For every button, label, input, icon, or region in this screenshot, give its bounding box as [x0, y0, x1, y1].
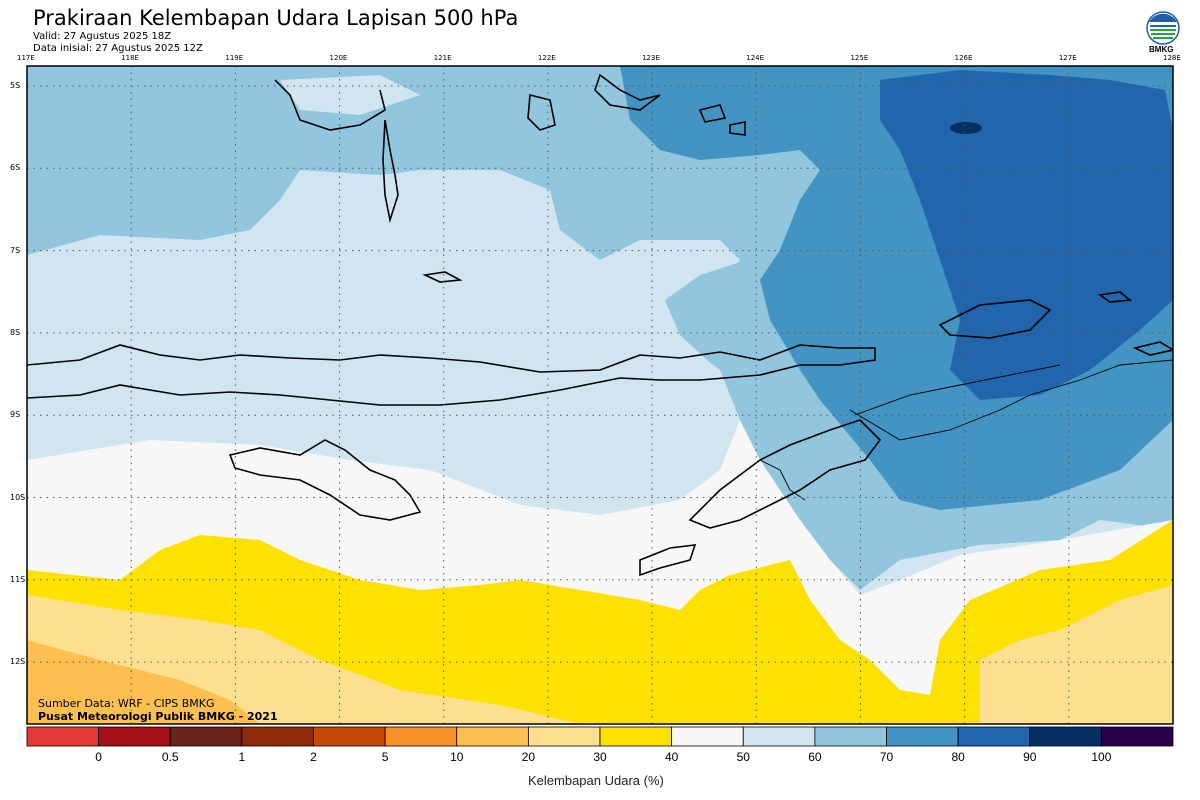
- field-20-30: [27, 585, 1173, 724]
- lon-label: 126E: [954, 54, 973, 62]
- lat-label: 8S: [10, 327, 21, 337]
- humidity-fields: [27, 66, 1173, 724]
- boundaries: [759, 359, 1173, 501]
- logo-text: BMKG: [1149, 45, 1174, 54]
- colorbar-tick-label: 1: [238, 750, 246, 764]
- colorbar-segment: [26, 726, 100, 747]
- coast-sulawesi-south: [382, 119, 399, 224]
- coast-timor: [688, 419, 882, 529]
- coast-buton: [527, 93, 556, 131]
- field-80-90: [880, 70, 1173, 400]
- lat-label: 12S: [10, 657, 26, 667]
- colorbar-tick-label: 40: [664, 750, 679, 764]
- coast-tanimbar: [1132, 341, 1173, 356]
- colorbar-segment: [599, 726, 673, 747]
- colorbar-segment: [384, 726, 458, 747]
- colorbar: [26, 726, 1174, 747]
- colorbar-segment: [527, 726, 601, 747]
- lat-label: 6S: [10, 163, 21, 173]
- colorbar-title: Kelembapan Udara (%): [528, 773, 664, 788]
- colorbar-segment: [1029, 726, 1102, 747]
- lon-label: 127E: [1058, 54, 1077, 62]
- credit-source: Sumber Data: WRF - CIPS BMKG: [38, 697, 215, 710]
- field-10-20: [27, 640, 260, 724]
- colorbar-tick-label: 70: [879, 750, 894, 764]
- page-title: Prakiraan Kelembapan Udara Lapisan 500 h…: [33, 6, 519, 30]
- lon-label: 117E: [17, 54, 35, 62]
- lat-label: 7S: [10, 245, 21, 255]
- coast-flores-chain: [27, 344, 876, 406]
- lat-label: 5S: [10, 81, 21, 90]
- colorbar-tick-label: 30: [593, 750, 607, 764]
- lon-label: 121E: [433, 54, 452, 62]
- lon-label: 123E: [642, 54, 660, 62]
- colorbar-tick-label: 20: [521, 750, 536, 764]
- lat-label: 9S: [10, 410, 21, 420]
- colorbar-segment: [742, 726, 816, 747]
- boundary-timor: [759, 459, 806, 501]
- credit-publisher: Pusat Meteorologi Publik BMKG - 2021: [38, 710, 278, 723]
- colorbar-segment: [886, 726, 959, 747]
- valid-time: Valid: 27 Agustus 2025 18Z: [33, 31, 172, 42]
- colorbar-tick-label: 50: [736, 750, 750, 764]
- colorbar-segment: [313, 726, 386, 747]
- colorbar-segment: [814, 726, 887, 747]
- colorbar-segment: [241, 726, 314, 747]
- colorbar-tick-label: 0: [95, 750, 102, 764]
- bmkg-logo-icon: [1146, 11, 1180, 45]
- lat-lon-grid: [27, 66, 1173, 724]
- colorbar-tick-label: 10: [450, 750, 464, 764]
- colorbar-segment: [1100, 726, 1174, 747]
- colorbar-tick-label: 80: [951, 750, 965, 764]
- colorbar-segment: [957, 726, 1031, 747]
- colorbar-segment: [456, 726, 529, 747]
- lon-label: 119E: [225, 54, 244, 62]
- lon-label: 120E: [329, 54, 348, 62]
- coast-kai: [698, 104, 746, 136]
- coast-buru-small: [1097, 291, 1133, 303]
- coastlines: [27, 73, 1173, 577]
- lon-label: 125E: [850, 54, 869, 62]
- coast-wakatobi: [594, 73, 661, 111]
- colorbar-tick-label: 5: [381, 750, 389, 764]
- colorbar-segment: [98, 726, 171, 747]
- field-50-60-north: [280, 75, 420, 115]
- init-time: Data inisial: 27 Agustus 2025 12Z: [33, 43, 203, 54]
- lon-label: 118E: [121, 54, 139, 62]
- colorbar-segment: [671, 726, 744, 747]
- field-90-100: [950, 122, 982, 134]
- lat-label: 10S: [10, 492, 26, 502]
- coast-rote: [639, 544, 697, 577]
- lon-label: 128E: [1163, 54, 1181, 62]
- coast-selayar: [274, 79, 386, 131]
- colorbar-tick-label: 0.5: [161, 750, 179, 764]
- colorbar-tick-label: 60: [808, 750, 822, 764]
- map-frame: [26, 65, 1174, 725]
- lat-label: 11S: [10, 574, 26, 584]
- boundary-sea-timor: [849, 359, 1173, 441]
- lon-label: 122E: [537, 54, 556, 62]
- coast-wetar: [938, 299, 1052, 339]
- colorbar-tick-label: 100: [1091, 750, 1112, 764]
- coast-sumba: [228, 439, 422, 521]
- colorbar-segment: [169, 726, 243, 747]
- coast-kabaena: [422, 271, 463, 283]
- colorbar-tick-label: 90: [1023, 750, 1037, 764]
- colorbar-tick-label: 2: [310, 750, 317, 764]
- boundary-sea-timor-2: [854, 364, 1061, 416]
- lon-label: 124E: [746, 54, 765, 62]
